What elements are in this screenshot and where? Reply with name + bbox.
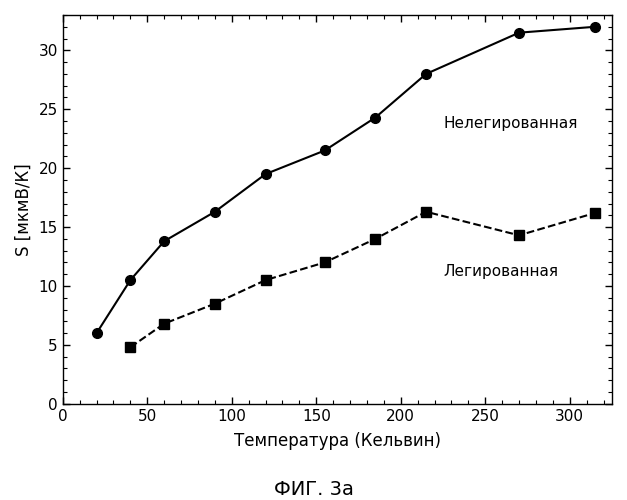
Y-axis label: S [мкмВ/К]: S [мкмВ/К] — [15, 163, 33, 256]
Text: Легированная: Легированная — [443, 264, 558, 280]
X-axis label: Температура (Кельвин): Температура (Кельвин) — [234, 432, 441, 450]
Text: ФИГ. 3а: ФИГ. 3а — [273, 480, 354, 499]
Text: Нелегированная: Нелегированная — [443, 116, 577, 131]
